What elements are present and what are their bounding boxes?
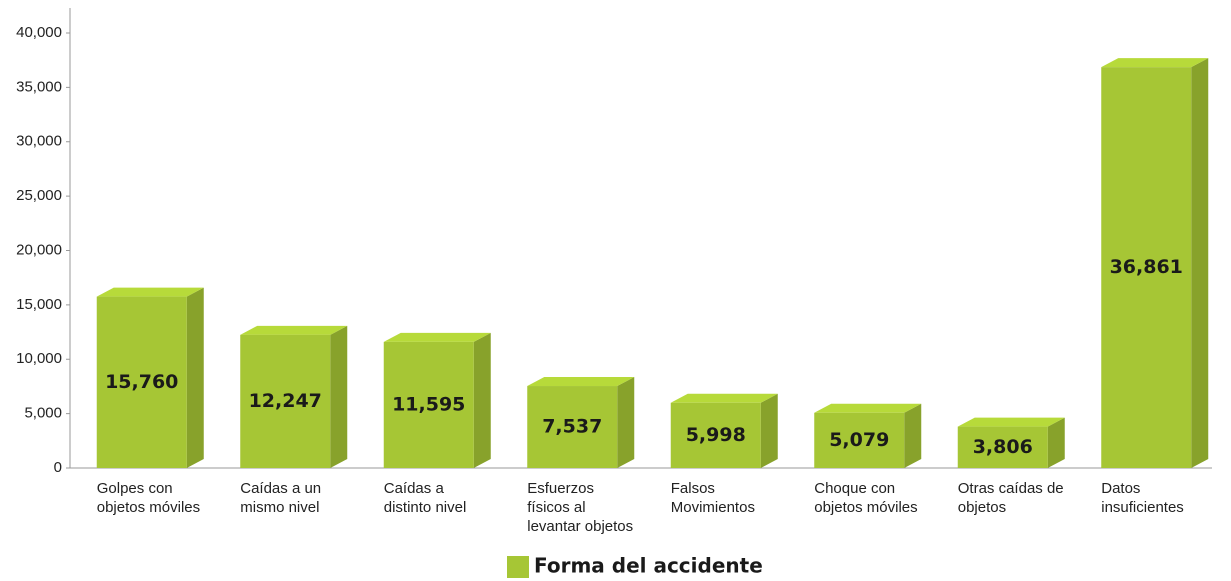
x-tick-label: Falsos [671,480,715,497]
y-tick-label: 5,000 [24,405,62,422]
bar [96,296,187,468]
bar-side [760,393,778,468]
bar [957,426,1048,468]
bar-side [617,377,635,468]
bar [814,412,905,468]
x-tick-label: Golpes con [97,480,173,497]
bar-top [1101,58,1209,68]
bar [527,386,618,468]
y-tick-label: 30,000 [16,133,62,150]
x-tick-label: Otras caídas de [958,480,1064,497]
y-tick-label: 20,000 [16,241,62,258]
value-label: 5,079 [829,429,889,451]
bar [670,402,761,468]
legend-label: Forma del accidente [534,554,763,578]
value-label: 7,537 [542,416,602,438]
x-tick-label: insuficientes [1101,499,1184,516]
x-tick-label: Datos [1101,480,1140,497]
bar-side [1047,417,1065,468]
x-tick-label: Esfuerzos [527,480,594,497]
x-tick-label: mismo nivel [240,499,319,516]
bar-side [473,332,491,468]
x-tick-label: Choque con [814,480,895,497]
bar [240,334,331,468]
bar-top [957,417,1065,427]
value-label: 5,998 [686,424,746,446]
value-label: 11,595 [392,393,465,415]
x-tick-label: objetos [958,499,1006,516]
bar-side [330,325,348,468]
bar-side [904,403,922,468]
bar-top [96,287,204,297]
y-tick-label: 15,000 [16,296,62,313]
x-tick-label: físicos al [527,499,585,516]
bar-top [383,332,491,342]
x-tick-label: distinto nivel [384,499,467,516]
legend-swatch [507,556,529,578]
bar-top [670,393,778,403]
bar-side [186,287,204,468]
bar-top [240,325,348,335]
value-label: 15,760 [105,371,178,393]
y-tick-label: 40,000 [16,24,62,41]
bar-side [1191,58,1209,468]
bar-top [814,403,922,413]
y-tick-label: 25,000 [16,187,62,204]
y-tick-label: 0 [54,459,62,476]
value-label: 36,861 [1110,256,1183,278]
x-tick-label: Caídas a [384,480,445,497]
x-tick-label: objetos móviles [814,499,917,516]
x-tick-label: Movimientos [671,499,755,516]
x-tick-label: levantar objetos [527,518,633,535]
bar [383,341,474,468]
x-tick-label: objetos móviles [97,499,200,516]
value-label: 3,806 [973,436,1033,458]
bar [1101,67,1192,468]
bar-top [527,377,635,387]
y-tick-label: 10,000 [16,350,62,367]
y-tick-label: 35,000 [16,78,62,95]
x-tick-label: Caídas a un [240,480,321,497]
value-label: 12,247 [249,390,322,412]
